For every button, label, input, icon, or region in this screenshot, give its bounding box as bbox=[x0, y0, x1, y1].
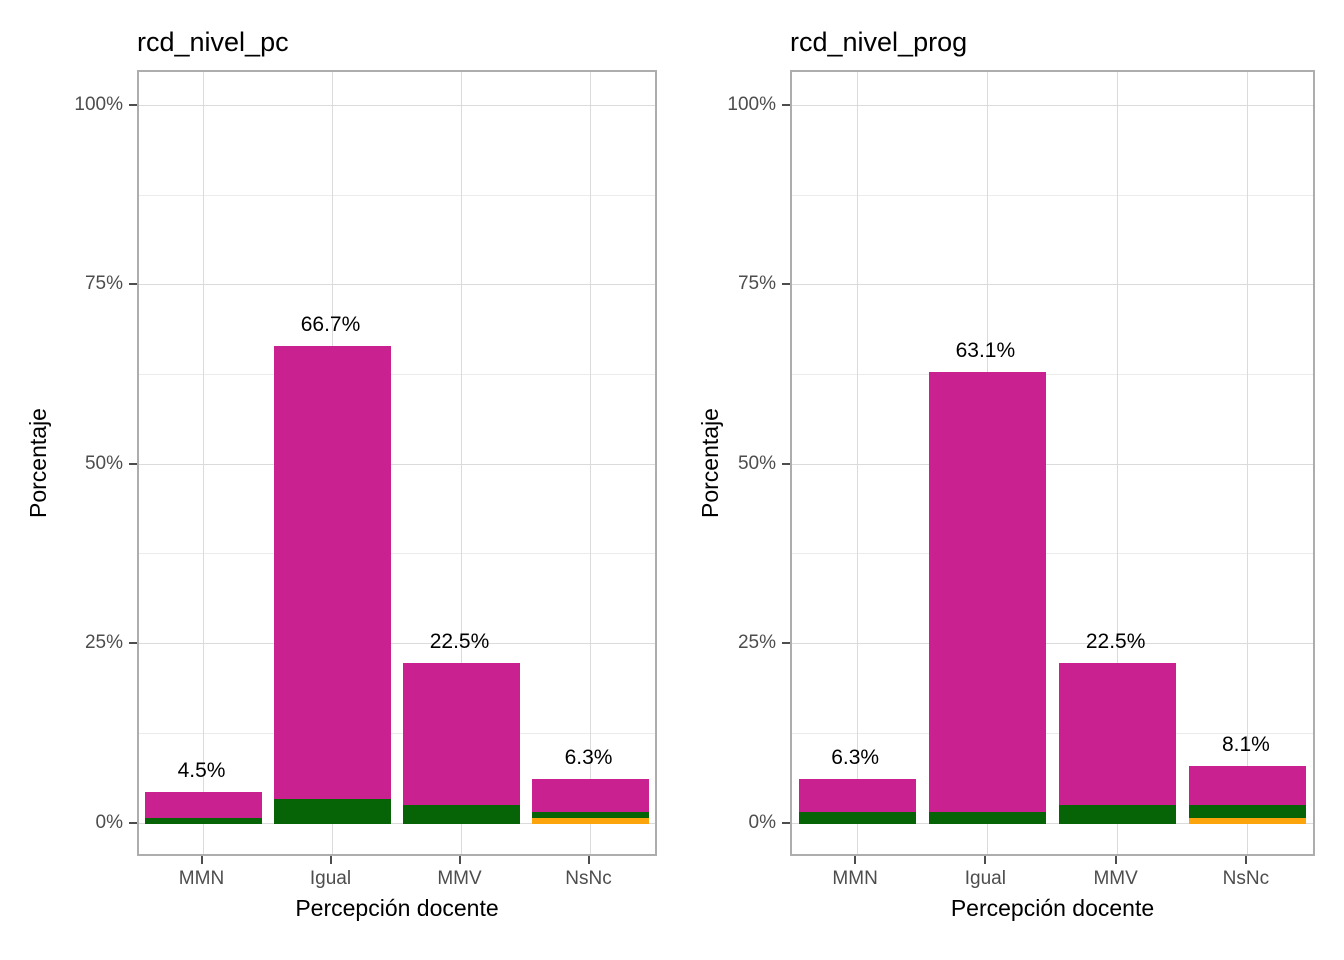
bar-mmv-segment-green bbox=[1059, 805, 1177, 825]
x-tick-mmn bbox=[200, 856, 203, 864]
gridline-y-100 bbox=[792, 105, 1313, 106]
gridline-x-nsnc bbox=[1247, 72, 1249, 854]
x-axis-title: Percepción docente bbox=[950, 895, 1155, 921]
bar-mmv-segment-magenta bbox=[1059, 663, 1177, 806]
gridline-y-50 bbox=[139, 463, 655, 465]
x-tick-mmv bbox=[1114, 856, 1117, 864]
gridline-y-minor-37.5 bbox=[792, 553, 1313, 555]
y-tick-0 bbox=[129, 821, 137, 824]
bar-igual-segment-green bbox=[274, 798, 391, 825]
x-tick-label-nsnc: NsNc bbox=[1222, 868, 1270, 889]
x-tick-label-nsnc: NsNc bbox=[565, 868, 612, 889]
gridline-y-minor-87.5 bbox=[139, 194, 655, 196]
plot-title: rcd_nivel_pc bbox=[137, 27, 289, 57]
y-tick-label-100: 100% bbox=[727, 94, 776, 115]
gridline-x-mmn bbox=[856, 72, 858, 854]
bar-mmn-segment-magenta bbox=[145, 792, 262, 819]
y-tick-50 bbox=[782, 462, 790, 465]
gridline-x-mmn bbox=[203, 72, 204, 854]
gridline-y-0 bbox=[792, 822, 1313, 824]
y-tick-label-75: 75% bbox=[737, 273, 776, 295]
x-tick-label-mmn: MMN bbox=[178, 868, 225, 889]
gridline-y-minor-62.5 bbox=[792, 374, 1313, 376]
y-tick-50 bbox=[129, 462, 137, 465]
y-tick-label-50: 50% bbox=[737, 452, 776, 474]
y-tick-25 bbox=[782, 642, 790, 645]
x-tick-mmv bbox=[458, 856, 461, 864]
bar-value-label-igual: 66.7% bbox=[300, 312, 361, 336]
bar-nsnc-segment-magenta bbox=[532, 779, 649, 812]
bar-nsnc-segment-green bbox=[532, 811, 649, 819]
plot-title: rcd_nivel_prog bbox=[790, 27, 968, 57]
bar-value-label-nsnc: 6.3% bbox=[564, 746, 613, 770]
bar-igual-segment-magenta bbox=[274, 345, 391, 799]
y-tick-25 bbox=[129, 642, 137, 645]
gridline-x-mmv bbox=[1117, 72, 1119, 854]
x-tick-mmn bbox=[854, 856, 857, 864]
bar-nsnc-segment-green bbox=[1189, 805, 1307, 819]
y-tick-0 bbox=[782, 821, 790, 824]
x-tick-igual bbox=[329, 856, 332, 864]
y-tick-100 bbox=[782, 104, 790, 106]
bar-value-label-igual: 63.1% bbox=[955, 338, 1016, 362]
x-tick-label-mmn: MMN bbox=[832, 868, 878, 889]
gridline-y-100 bbox=[139, 105, 655, 106]
x-tick-nsnc bbox=[587, 856, 590, 864]
x-axis-title: Percepción docente bbox=[295, 895, 499, 921]
gridline-y-75 bbox=[139, 284, 655, 286]
bar-igual-segment-magenta bbox=[928, 371, 1046, 812]
gridline-x-mmv bbox=[461, 72, 462, 854]
chart-rcd-nivel-pc: rcd_nivel_pc Porcentaje Percepción docen… bbox=[25, 27, 657, 921]
x-tick-label-igual: Igual bbox=[309, 868, 352, 889]
bar-mmn-segment-green bbox=[145, 818, 262, 825]
y-tick-label-100: 100% bbox=[74, 94, 123, 115]
bar-value-label-mmn: 6.3% bbox=[831, 746, 880, 770]
y-tick-label-75: 75% bbox=[84, 273, 123, 295]
gridline-y-minor-87.5 bbox=[792, 194, 1313, 196]
x-tick-label-igual: Igual bbox=[964, 868, 1006, 889]
y-tick-100 bbox=[129, 104, 137, 106]
gridline-y-minor-12.5 bbox=[139, 732, 655, 734]
gridline-y-minor-12.5 bbox=[792, 732, 1313, 734]
gridline-y-0 bbox=[139, 822, 655, 824]
gridline-x-nsnc bbox=[590, 72, 591, 854]
x-tick-label-mmv: MMV bbox=[437, 868, 482, 889]
y-tick-label-0: 0% bbox=[748, 811, 776, 833]
bar-igual-segment-green bbox=[928, 811, 1046, 825]
y-tick-label-0: 0% bbox=[95, 811, 123, 833]
x-tick-nsnc bbox=[1244, 856, 1247, 864]
plot-panel bbox=[137, 70, 657, 856]
chart-rcd-nivel-prog: rcd_nivel_prog Porcentaje Percepción doc… bbox=[672, 0, 1344, 960]
y-tick-label-50: 50% bbox=[84, 452, 123, 474]
gridline-y-minor-62.5 bbox=[139, 374, 655, 376]
plot-panel bbox=[790, 70, 1315, 856]
bar-mmv-segment-magenta bbox=[403, 663, 520, 806]
bar-nsnc-segment-orange bbox=[1189, 818, 1307, 825]
bar-mmn-segment-magenta bbox=[798, 779, 916, 812]
y-tick-label-25: 25% bbox=[737, 632, 776, 654]
gridline-y-50 bbox=[792, 463, 1313, 465]
x-tick-label-mmv: MMV bbox=[1093, 868, 1138, 889]
gridline-y-minor-37.5 bbox=[139, 553, 655, 555]
gridline-y-75 bbox=[792, 284, 1313, 286]
bar-nsnc-segment-orange bbox=[532, 818, 649, 825]
bar-mmv-segment-green bbox=[403, 805, 520, 825]
bar-value-label-mmv: 22.5% bbox=[429, 630, 490, 654]
gridline-y-25 bbox=[792, 643, 1313, 645]
y-tick-label-25: 25% bbox=[84, 632, 123, 654]
y-tick-75 bbox=[782, 283, 790, 286]
x-tick-igual bbox=[984, 856, 987, 864]
gridline-y-25 bbox=[139, 643, 655, 645]
y-tick-75 bbox=[129, 283, 137, 286]
bar-value-label-mmn: 4.5% bbox=[177, 759, 226, 783]
bar-value-label-mmv: 22.5% bbox=[1085, 630, 1146, 654]
bar-mmn-segment-green bbox=[798, 811, 916, 825]
bar-nsnc-segment-magenta bbox=[1189, 766, 1307, 806]
bar-value-label-nsnc: 8.1% bbox=[1221, 733, 1270, 757]
